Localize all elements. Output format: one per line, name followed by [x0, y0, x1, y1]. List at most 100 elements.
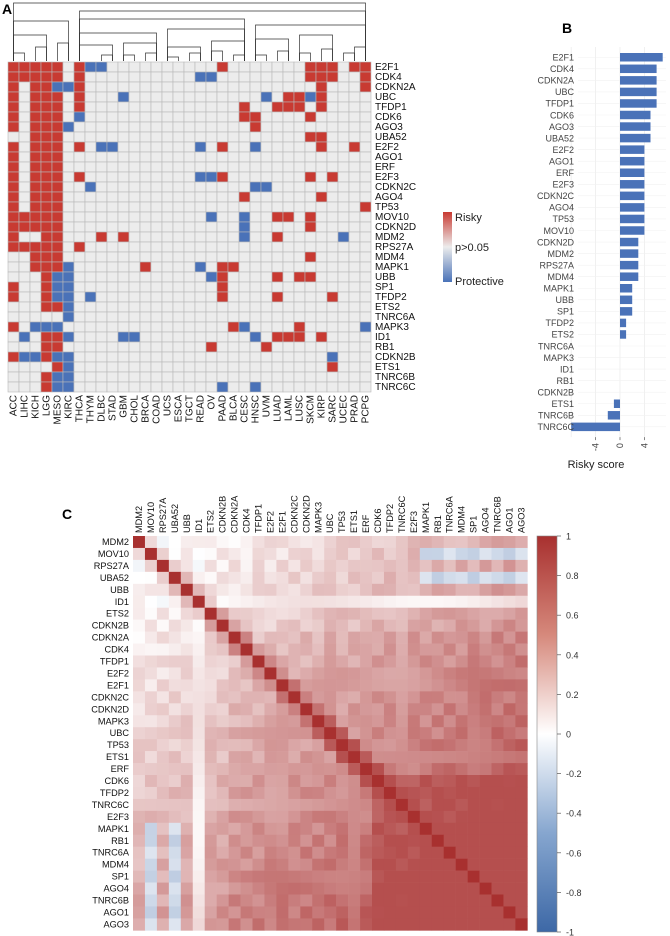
risk-cell-UBC-GBM: [117, 91, 130, 103]
risk-cell-MAPK1-COAD: [150, 261, 163, 273]
correlation-cell-TP53-E2F1: [276, 739, 289, 752]
correlation-cell-SP1-CDKN2A: [228, 870, 241, 883]
correlation-cell-MDM4-ERF: [360, 858, 373, 871]
correlation-cell-MOV10-ETS1: [348, 547, 361, 561]
risk-cell-CDKN2D-DLBC: [95, 221, 108, 233]
correlation-cell-UBB-CDKN2B: [216, 583, 229, 597]
correlation-cell-MAPK3-AGO3: [515, 715, 528, 728]
correlation-cell-AGO4-MDM4: [455, 882, 468, 895]
risk-cell-AGO1-BRCA: [139, 151, 152, 163]
correlation-cell-AGO4-CDK6: [372, 882, 385, 895]
correlation-cell-E2F1-SP1: [467, 679, 480, 692]
correlation-cell-TNRC6A-CDKN2B: [216, 846, 229, 859]
correlation-cell-ETS2-UBC: [324, 607, 337, 620]
risk-cell-E2F2-THCA: [73, 141, 86, 153]
correlation-cell-ID1-CDKN2B: [216, 595, 229, 608]
correlation-cell-ETS2-TP53: [336, 607, 349, 620]
correlation-cell-TP53-CDK6: [372, 739, 385, 752]
risk-cell-CDKN2A-BLCA: [227, 81, 240, 93]
correlation-cell-UBC-CDK6: [372, 727, 385, 740]
risk-cell-MDM2-KICH: [29, 231, 42, 243]
correlation-cell-SP1-CDK4: [240, 870, 253, 883]
risk-cell-AGO4-LAML: [282, 191, 295, 203]
risk-cell-CDKN2A-UCS: [161, 81, 174, 93]
correlation-cell-MOV10-MAPK1: [419, 547, 433, 561]
risk-cell-TNRC6C-LIHC: [18, 381, 31, 393]
correlation-cell-SP1-AGO4: [479, 870, 492, 883]
correlation-cell-E2F2-TP53: [336, 667, 349, 680]
correlation-cell-ETS1-ERF: [360, 751, 373, 764]
correlation-cell-UBC-TFDP2: [383, 727, 397, 740]
correlation-cell-ID1-CDK4: [240, 595, 253, 608]
correlation-cell-RPS27A-AGO3: [515, 559, 528, 573]
risk-cell-MAPK3-PCPG: [359, 321, 372, 333]
risk-cell-RB1-CESC: [238, 341, 251, 353]
correlation-cell-TFDP2-TNRC6B: [491, 786, 504, 800]
risk-cell-UBC-UVM: [260, 91, 273, 103]
risk-column-label: ACC: [9, 395, 20, 416]
correlation-cell-ETS1-AGO1: [503, 751, 516, 764]
risk-cell-UBB-GBM: [117, 271, 130, 283]
correlation-cell-CDKN2A-E2F3: [407, 631, 421, 644]
correlation-cell-CDKN2A-CDK6: [372, 631, 385, 644]
correlation-cell-UBA52-UBB: [180, 571, 194, 585]
correlation-cell-CDK4-MDM4: [455, 643, 468, 656]
risk-cell-AGO1-COAD: [150, 151, 163, 163]
correlation-cell-ETS2-MAPK1: [419, 607, 433, 620]
risk-cell-SP1-DLBC: [95, 281, 108, 293]
risk-cell-CDKN2D-HNSC: [249, 221, 262, 233]
correlation-cell-ETS2-UBA52: [168, 607, 182, 620]
correlation-cell-RB1-TFDP2: [383, 834, 397, 847]
risk-cell-TNRC6C-MESO: [51, 381, 64, 393]
correlation-cell-MAPK3-MDM4: [455, 715, 468, 728]
risk-cell-CDK6-TGCT: [183, 111, 196, 123]
risk-row-label: AGO1: [375, 152, 403, 163]
risk-cell-MAPK1-UCEC: [337, 261, 350, 273]
correlation-cell-TFDP2-CDK6: [372, 786, 385, 800]
correlation-cell-SP1-RB1: [431, 870, 444, 883]
risk-cell-CDKN2D-READ: [194, 221, 207, 233]
risk-cell-ID1-KIRP: [315, 331, 328, 343]
risk-score-bar-MDM4: [620, 272, 639, 281]
risk-cell-TFDP2-COAD: [150, 291, 163, 303]
risk-cell-TNRC6A-LAML: [282, 311, 295, 323]
risk-cell-ETS2-TGCT: [183, 301, 196, 313]
risk-cell-CDKN2B-THYM: [84, 351, 97, 363]
correlation-cell-E2F3-CDKN2D: [300, 810, 313, 824]
risk-cell-UBA52-TGCT: [183, 131, 196, 143]
correlation-cell-SP1-RPS27A: [156, 870, 170, 883]
risk-cell-MAPK3-SKCM: [304, 321, 317, 333]
correlation-cell-CDKN2A-TFDP1: [252, 631, 265, 644]
correlation-cell-CDKN2B-SP1: [467, 619, 480, 632]
risk-cell-AGO4-ACC: [7, 191, 20, 203]
correlation-cell-SP1-E2F2: [264, 870, 277, 883]
risk-column-label: ESCA: [174, 395, 185, 423]
correlation-cell-ETS2-MDM4: [455, 607, 468, 620]
risk-cell-SP1-KIRP: [315, 281, 328, 293]
risk-cell-MAPK1-CHOL: [128, 261, 141, 273]
risk-cell-UBA52-UCEC: [337, 131, 350, 143]
correlation-cell-ETS2-AGO4: [479, 607, 492, 620]
correlation-cell-CDK4-UBB: [180, 643, 194, 656]
correlation-cell-ETS1-CDKN2A: [228, 751, 241, 764]
risk-cell-TNRC6A-MESO: [51, 311, 64, 323]
risk-cell-E2F2-BRCA: [139, 141, 152, 153]
risk-cell-TFDP1-ESCA: [172, 101, 185, 113]
correlation-cell-CDK6-ERF: [360, 775, 373, 788]
correlation-cell-TNRC6A-RPS27A: [156, 846, 170, 859]
risk-cell-UBA52-READ: [194, 131, 207, 143]
risk-cell-ETS1-BRCA: [139, 361, 152, 373]
correlation-cell-TFDP2-CDKN2C: [288, 786, 301, 800]
risk-cell-MDM2-LAML: [282, 231, 295, 243]
risk-cell-ETS1-KIRP: [315, 361, 328, 373]
correlation-cell-AGO1-CDKN2D: [300, 906, 313, 919]
risk-score-category-label: TFDP1: [545, 99, 574, 109]
risk-cell-ETS2-ESCA: [172, 301, 185, 313]
correlation-cell-CDKN2A-CDK4: [240, 631, 253, 644]
correlation-cell-AGO3-TP53: [336, 918, 349, 931]
risk-column-label: GBM: [119, 395, 130, 418]
risk-score-x-tick-label: 0: [615, 443, 625, 448]
correlation-cell-MDM2-CDK4: [240, 536, 253, 549]
correlation-cell-UBC-ID1: [192, 727, 205, 740]
correlation-cell-MDM2-MOV10: [144, 536, 158, 549]
